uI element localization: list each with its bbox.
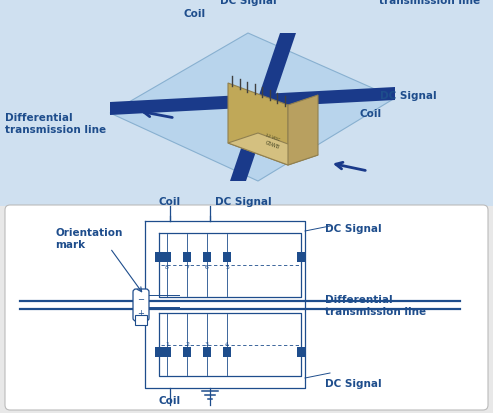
Text: 6: 6 [205,265,209,270]
Polygon shape [228,84,288,166]
Text: Coil: Coil [184,9,206,19]
Text: 2: 2 [185,341,189,346]
Text: −: − [138,295,144,304]
Bar [223,347,231,357]
Bar [0,0,493,206]
Text: G5WB: G5WB [264,140,280,150]
Bar [163,253,171,263]
Text: DC Signal: DC Signal [380,91,437,101]
Bar [155,253,163,263]
Polygon shape [230,34,296,182]
Text: Differential
transmission line: Differential transmission line [380,0,481,6]
Text: 1: 1 [165,341,169,346]
FancyBboxPatch shape [133,289,149,321]
Text: 7: 7 [185,265,189,270]
Bar [297,253,305,263]
Bar [163,347,171,357]
Text: DC Signal: DC Signal [220,0,276,6]
Text: 5: 5 [225,265,229,270]
Text: DC Signal: DC Signal [325,378,382,388]
Polygon shape [288,96,318,166]
Text: 4: 4 [225,341,229,346]
Bar [183,253,191,263]
Bar [203,347,211,357]
Bar [135,315,147,325]
Bar [223,253,231,263]
Text: 8: 8 [165,265,169,270]
Text: Differential
transmission line: Differential transmission line [5,112,106,135]
Text: DC Signal: DC Signal [215,197,272,206]
Polygon shape [228,134,318,166]
Text: Differential
transmission line: Differential transmission line [325,294,426,316]
Bar [155,347,163,357]
Text: Coil: Coil [360,109,382,119]
FancyBboxPatch shape [5,206,488,410]
Text: 12 VDC: 12 VDC [265,133,281,142]
Text: Coil: Coil [159,395,181,405]
Bar [183,347,191,357]
Bar [297,347,305,357]
Polygon shape [110,34,395,182]
Text: Coil: Coil [159,197,181,206]
Polygon shape [110,88,395,116]
Bar [0,206,493,413]
Bar [203,253,211,263]
Text: +: + [138,308,144,317]
Text: DC Signal: DC Signal [325,223,382,233]
Text: 3: 3 [205,341,209,346]
Text: Orientation
mark: Orientation mark [55,227,122,249]
